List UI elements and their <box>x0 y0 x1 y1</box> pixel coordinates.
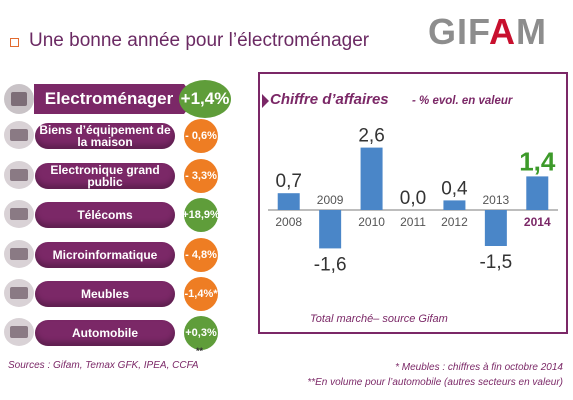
chart-subtitle: - % evol. en valeur <box>412 95 513 107</box>
logo-wordmark: GIFAM <box>428 11 548 52</box>
category-row: Télécoms +18,9% <box>4 197 244 232</box>
chart-year-label: 2010 <box>358 215 385 229</box>
chart-title: Chiffre d’affaires <box>270 91 389 108</box>
chart-year-label: 2012 <box>441 215 468 229</box>
chart-bar <box>360 147 383 210</box>
chart-value-label: 2,6 <box>358 126 384 147</box>
chart-bar <box>277 193 300 210</box>
category-row: Meubles -1,4%* <box>4 276 244 311</box>
car-icon <box>4 318 34 346</box>
category-value-badge: - 0,6% <box>184 119 218 153</box>
category-label: Biens d’équipement de la maison <box>35 123 175 149</box>
chart-value-label: 0,4 <box>441 178 468 199</box>
category-value-badge: -1,4%* <box>184 277 218 311</box>
chart-bar <box>319 210 342 249</box>
chart-year-label: 2009 <box>317 193 344 207</box>
chart-bar <box>526 176 549 210</box>
footnote-furniture: * Meubles : chiffres à fin octobre 2014 <box>395 362 563 373</box>
chart-value-label: 0,7 <box>276 171 302 192</box>
furniture-icon <box>4 279 34 307</box>
sources-note: Sources : Gifam, Temax GFK, IPEA, CCFA <box>8 360 199 371</box>
footnote-automobile: **En volume pour l’automobile (autres se… <box>307 377 563 388</box>
home-equipment-icon <box>4 121 34 149</box>
laptop-icon <box>4 240 34 268</box>
chart-year-label: 2011 <box>400 215 426 229</box>
tv-icon <box>4 161 34 189</box>
page-title-row: Une bonne année pour l’électroménager <box>10 30 369 52</box>
page-title: Une bonne année pour l’électroménager <box>29 30 370 51</box>
chart-bar <box>484 210 507 246</box>
chart-year-label: 2008 <box>275 215 302 229</box>
category-row: Microinformatique - 4,8% <box>4 237 244 272</box>
chart-value-label: -1,5 <box>479 252 512 273</box>
chart-value-label: 0,0 <box>400 188 426 209</box>
category-label: Automobile <box>35 320 175 346</box>
category-label: Meubles <box>35 281 175 307</box>
category-label: Electronique grand public <box>35 163 175 189</box>
phone-icon <box>4 200 34 228</box>
chart-caption: Total marché– source Gifam <box>310 313 448 325</box>
category-main-value-badge: +1,4% <box>179 80 231 118</box>
automobile-note-marker: ** <box>196 346 204 356</box>
chart-bar <box>443 200 466 210</box>
chart-value-label: 1,4 <box>519 146 556 176</box>
category-value-badge: - 3,3% <box>184 159 218 193</box>
category-main-row: Electroménager +1,4% <box>4 80 244 118</box>
gifam-logo: GIFAM <box>428 14 547 50</box>
appliance-icon <box>4 84 34 114</box>
category-value-badge: +18,9% <box>182 198 220 232</box>
category-row: Automobile +0,3% <box>4 315 244 350</box>
chart-title-arrow-icon <box>262 94 269 108</box>
chart-value-label: -1,6 <box>314 254 347 275</box>
category-row: Biens d’équipement de la maison - 0,6% <box>4 118 244 153</box>
category-label: Télécoms <box>35 202 175 228</box>
chart-frame <box>258 72 568 334</box>
category-label: Microinformatique <box>35 242 175 268</box>
chart-year-label: 2014 <box>524 215 551 229</box>
category-value-badge: - 4,8% <box>184 238 218 272</box>
category-main-label: Electroménager <box>34 84 184 114</box>
square-bullet-icon <box>10 37 19 47</box>
category-row: Electronique grand public - 3,3% <box>4 158 244 193</box>
category-value-badge: +0,3% <box>184 316 218 350</box>
chart-year-label: 2013 <box>483 193 510 207</box>
revenue-bar-chart: 0,7 2008 -1,6 2009 2,6 2010 0,0 2011 0,4 2012 -1,5… <box>268 126 558 275</box>
